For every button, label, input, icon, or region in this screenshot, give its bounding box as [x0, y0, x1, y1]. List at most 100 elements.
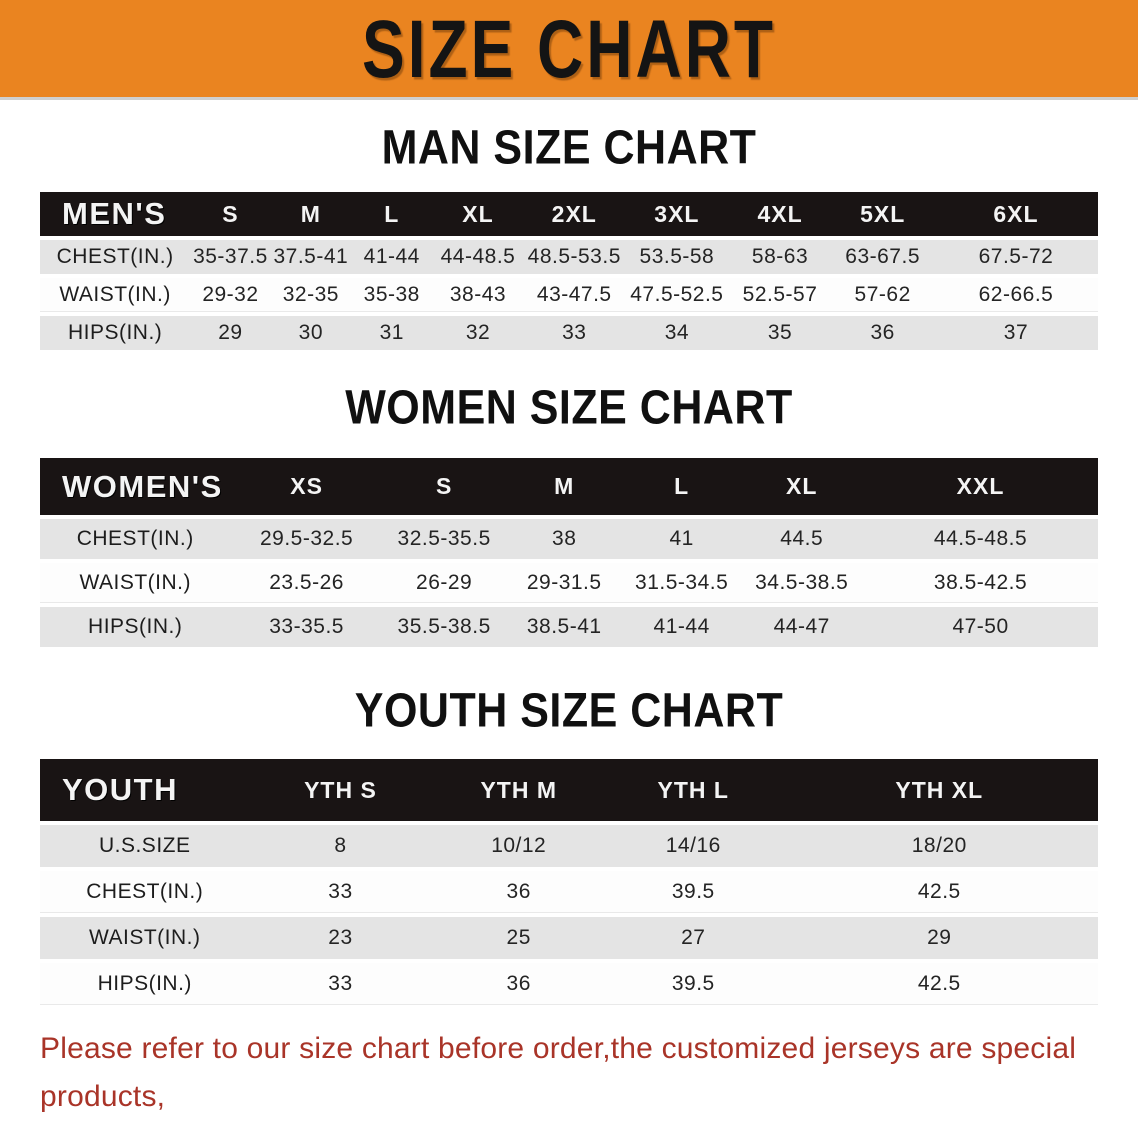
- measurement-value: 32: [432, 316, 524, 350]
- measurement-value: 44.5: [740, 519, 864, 559]
- measurement-value: 38.5-41: [505, 607, 623, 647]
- measurement-value: 42.5: [780, 963, 1098, 1005]
- measurement-label: HIPS(IN.): [40, 316, 191, 350]
- measurement-value: 33: [523, 316, 626, 350]
- measurement-label: HIPS(IN.): [40, 963, 250, 1005]
- measurement-row: HIPS(IN.) 29 30 31 32 33 34 35 36 37: [40, 316, 1098, 350]
- measurement-value: 48.5-53.5: [523, 240, 626, 274]
- size-column-header: XL: [432, 192, 524, 236]
- measurement-value: 25: [431, 917, 606, 959]
- measurement-value: 36: [431, 963, 606, 1005]
- measurement-row: CHEST(IN.) 29.5-32.5 32.5-35.5 38 41 44.5 44.5…: [40, 519, 1098, 559]
- measurement-value: 67.5-72: [933, 240, 1098, 274]
- measurement-value: 29-32: [190, 278, 271, 312]
- measurement-row: WAIST(IN.) 29-32 32-35 35-38 38-43 43-47.5 47.…: [40, 278, 1098, 312]
- measurement-value: 43-47.5: [523, 278, 626, 312]
- measurement-label: HIPS(IN.): [40, 607, 231, 647]
- measurement-value: 23: [249, 917, 432, 959]
- measurement-value: 47.5-52.5: [625, 278, 729, 312]
- measurement-value: 35-38: [351, 278, 433, 312]
- measurement-value: 37.5-41: [270, 240, 352, 274]
- measurement-value: 33: [249, 871, 432, 913]
- size-column-header: S: [382, 458, 506, 515]
- measurement-value: 53.5-58: [625, 240, 729, 274]
- measurement-value: 29-31.5: [505, 563, 623, 603]
- measurement-row: WAIST(IN.) 23.5-26 26-29 29-31.5 31.5-34.5 34…: [40, 563, 1098, 603]
- measurement-value: 57-62: [831, 278, 934, 312]
- measurement-value: 32.5-35.5: [382, 519, 506, 559]
- man-size-chart-heading: MAN SIZE CHART: [381, 121, 757, 175]
- measurement-value: 63-67.5: [831, 240, 934, 274]
- youth-size-table: YOUTH YTH S YTH M YTH L YTH XL U.S.SIZE 8 10/12…: [40, 755, 1098, 1009]
- measurement-label: CHEST(IN.): [40, 240, 191, 274]
- size-chart-title: SIZE CHART: [362, 2, 776, 95]
- measurement-value: 32-35: [270, 278, 352, 312]
- measurement-label: WAIST(IN.): [40, 563, 231, 603]
- measurement-label: WAIST(IN.): [40, 917, 250, 959]
- measurement-value: 31: [351, 316, 433, 350]
- measurement-value: 41-44: [351, 240, 433, 274]
- measurement-row: WAIST(IN.) 23 25 27 29: [40, 917, 1098, 959]
- table-title-cell: WOMEN'S: [40, 458, 231, 515]
- measurement-value: 44.5-48.5: [863, 519, 1098, 559]
- measurement-value: 52.5-57: [728, 278, 832, 312]
- measurement-value: 42.5: [780, 871, 1098, 913]
- size-column-header: M: [505, 458, 623, 515]
- measurement-value: 35-37.5: [190, 240, 271, 274]
- size-column-header: YTH S: [249, 759, 432, 821]
- measurement-value: 47-50: [863, 607, 1098, 647]
- measurement-row: HIPS(IN.) 33 36 39.5 42.5: [40, 963, 1098, 1005]
- measurement-value: 39.5: [606, 963, 781, 1005]
- measurement-value: 10/12: [431, 825, 606, 867]
- measurement-value: 41: [622, 519, 741, 559]
- size-column-header: L: [351, 192, 433, 236]
- measurement-value: 37: [933, 316, 1098, 350]
- measurement-value: 31.5-34.5: [622, 563, 741, 603]
- size-column-header: 4XL: [728, 192, 832, 236]
- measurement-value: 36: [431, 871, 606, 913]
- table-header-row: WOMEN'S XS S M L XL XXL: [40, 458, 1098, 515]
- measurement-value: 18/20: [780, 825, 1098, 867]
- size-column-header: M: [270, 192, 352, 236]
- measurement-row: HIPS(IN.) 33-35.5 35.5-38.5 38.5-41 41-44 44-…: [40, 607, 1098, 647]
- measurement-value: 44-47: [740, 607, 864, 647]
- measurement-value: 36: [831, 316, 934, 350]
- size-column-header: 3XL: [625, 192, 729, 236]
- measurement-value: 33-35.5: [230, 607, 383, 647]
- size-column-header: XXL: [863, 458, 1098, 515]
- measurement-value: 14/16: [606, 825, 781, 867]
- size-column-header: YTH L: [606, 759, 781, 821]
- measurement-value: 44-48.5: [432, 240, 524, 274]
- measurement-value: 41-44: [622, 607, 741, 647]
- measurement-value: 29: [780, 917, 1098, 959]
- size-chart-banner: SIZE CHART: [0, 0, 1138, 100]
- measurement-value: 33: [249, 963, 432, 1005]
- size-column-header: XS: [230, 458, 383, 515]
- size-column-header: S: [190, 192, 271, 236]
- table-title-cell: YOUTH: [40, 759, 250, 821]
- disclaimer-line-1: Please refer to our size chart before or…: [40, 1032, 1077, 1113]
- measurement-row: CHEST(IN.) 35-37.5 37.5-41 41-44 44-48.5 48.5…: [40, 240, 1098, 274]
- measurement-label: U.S.SIZE: [40, 825, 250, 867]
- measurement-row: U.S.SIZE 8 10/12 14/16 18/20: [40, 825, 1098, 867]
- measurement-value: 27: [606, 917, 781, 959]
- measurement-value: 38: [505, 519, 623, 559]
- women-size-chart-heading: WOMEN SIZE CHART: [345, 381, 793, 435]
- size-column-header: L: [622, 458, 741, 515]
- measurement-row: CHEST(IN.) 33 36 39.5 42.5: [40, 871, 1098, 913]
- size-column-header: YTH M: [431, 759, 606, 821]
- youth-size-chart-heading: YOUTH SIZE CHART: [354, 684, 784, 738]
- measurement-value: 62-66.5: [933, 278, 1098, 312]
- measurement-value: 29.5-32.5: [230, 519, 383, 559]
- disclaimer-line-2: we don't accept cancel, change, teturn o…: [40, 1121, 1098, 1132]
- table-header-row: YOUTH YTH S YTH M YTH L YTH XL: [40, 759, 1098, 821]
- table-header-row: MEN'S S M L XL 2XL 3XL 4XL 5XL 6XL: [40, 192, 1098, 236]
- size-column-header: 6XL: [933, 192, 1098, 236]
- measurement-value: 23.5-26: [230, 563, 383, 603]
- measurement-value: 38.5-42.5: [863, 563, 1098, 603]
- measurement-value: 35.5-38.5: [382, 607, 506, 647]
- measurement-value: 26-29: [382, 563, 506, 603]
- disclaimer-text: Please refer to our size chart before or…: [40, 1025, 1098, 1132]
- table-title-cell: MEN'S: [40, 192, 191, 236]
- measurement-value: 58-63: [728, 240, 832, 274]
